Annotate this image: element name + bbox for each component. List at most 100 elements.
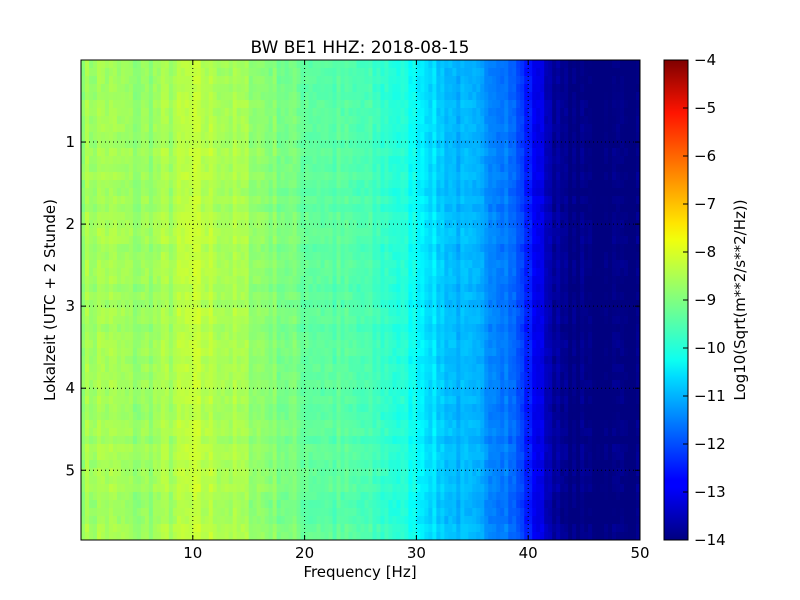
heatmap-cell	[620, 180, 625, 189]
heatmap-cell	[532, 228, 537, 237]
heatmap-cell	[412, 84, 417, 93]
heatmap-cell	[292, 108, 298, 117]
heatmap-cell	[264, 300, 270, 309]
heatmap-cell	[136, 244, 142, 253]
heatmap-cell	[372, 116, 378, 125]
heatmap-cell	[332, 108, 338, 117]
heatmap-cell	[556, 116, 561, 125]
heatmap-cell	[120, 268, 126, 277]
heatmap-cell	[512, 308, 517, 317]
heatmap-cell	[568, 164, 573, 173]
heatmap-cell	[516, 92, 521, 101]
heatmap-cell	[228, 196, 234, 205]
heatmap-cell	[220, 284, 226, 293]
heatmap-cell	[564, 76, 569, 85]
heatmap-cell	[228, 156, 234, 165]
heatmap-cell	[144, 316, 150, 325]
heatmap-cell	[564, 68, 569, 77]
heatmap-cell	[440, 300, 445, 309]
heatmap-cell	[176, 236, 182, 245]
heatmap-cell	[156, 324, 162, 333]
heatmap-cell	[84, 268, 90, 277]
heatmap-cell	[124, 132, 130, 141]
heatmap-cell	[180, 340, 186, 349]
heatmap-cell	[568, 276, 573, 285]
heatmap-cell	[616, 324, 621, 333]
heatmap-cell	[324, 140, 330, 149]
heatmap-cell	[356, 244, 362, 253]
heatmap-cell	[232, 292, 238, 301]
heatmap-cell	[484, 308, 489, 317]
heatmap-cell	[112, 92, 118, 101]
heatmap-cell	[232, 68, 238, 77]
heatmap-cell	[364, 284, 370, 293]
heatmap-cell	[252, 100, 258, 109]
heatmap-cell	[552, 84, 557, 93]
heatmap-cell	[180, 84, 186, 93]
heatmap-cell	[516, 244, 521, 253]
heatmap-cell	[544, 132, 549, 141]
heatmap-cell	[396, 188, 402, 197]
heatmap-cell	[320, 308, 326, 317]
heatmap-cell	[280, 284, 286, 293]
heatmap-cell	[112, 252, 118, 261]
heatmap-cell	[484, 292, 489, 301]
heatmap-cell	[508, 172, 513, 181]
heatmap-cell	[252, 340, 258, 349]
heatmap-cell	[416, 60, 421, 69]
heatmap-cell	[336, 132, 342, 141]
heatmap-cell	[148, 340, 154, 349]
heatmap-cell	[504, 172, 509, 181]
heatmap-cell	[480, 292, 485, 301]
heatmap-cell	[452, 236, 457, 245]
heatmap-cell	[436, 332, 441, 341]
heatmap-cell	[512, 124, 517, 133]
heatmap-cell	[108, 292, 114, 301]
heatmap-cell	[180, 284, 186, 293]
heatmap-cell	[576, 260, 581, 269]
heatmap-cell	[240, 172, 246, 181]
heatmap-cell	[364, 340, 370, 349]
heatmap-cell	[264, 180, 270, 189]
heatmap-cell	[460, 100, 465, 109]
heatmap-cell	[336, 268, 342, 277]
heatmap-cell	[248, 308, 254, 317]
heatmap-cell	[588, 124, 593, 133]
heatmap-cell	[220, 124, 226, 133]
heatmap-cell	[168, 84, 174, 93]
heatmap-cell	[312, 164, 318, 173]
heatmap-cell	[284, 172, 290, 181]
heatmap-cell	[556, 180, 561, 189]
heatmap-cell	[588, 308, 593, 317]
heatmap-cell	[520, 76, 525, 85]
heatmap-cell	[152, 308, 158, 317]
heatmap-cell	[200, 228, 206, 237]
heatmap-cell	[296, 132, 302, 141]
heatmap-cell	[424, 84, 429, 93]
heatmap-cell	[448, 308, 453, 317]
heatmap-cell	[628, 116, 633, 125]
heatmap-cell	[612, 132, 617, 141]
heatmap-cell	[184, 156, 190, 165]
heatmap-cell	[144, 204, 150, 213]
heatmap-cell	[180, 140, 186, 149]
heatmap-cell	[528, 92, 533, 101]
heatmap-cell	[172, 316, 178, 325]
heatmap-cell	[88, 68, 94, 77]
heatmap-cell	[380, 260, 386, 269]
heatmap-cell	[348, 300, 354, 309]
heatmap-cell	[492, 188, 497, 197]
heatmap-cell	[436, 260, 441, 269]
heatmap-cell	[324, 204, 330, 213]
heatmap-cell	[256, 124, 262, 133]
heatmap-cell	[532, 156, 537, 165]
heatmap-cell	[576, 204, 581, 213]
heatmap-cell	[544, 140, 549, 149]
heatmap-cell	[184, 220, 190, 229]
heatmap-cell	[560, 180, 565, 189]
heatmap-cell	[556, 252, 561, 261]
heatmap-cell	[192, 180, 198, 189]
heatmap-cell	[88, 244, 94, 253]
heatmap-cell	[508, 276, 513, 285]
heatmap-cell	[216, 212, 222, 221]
